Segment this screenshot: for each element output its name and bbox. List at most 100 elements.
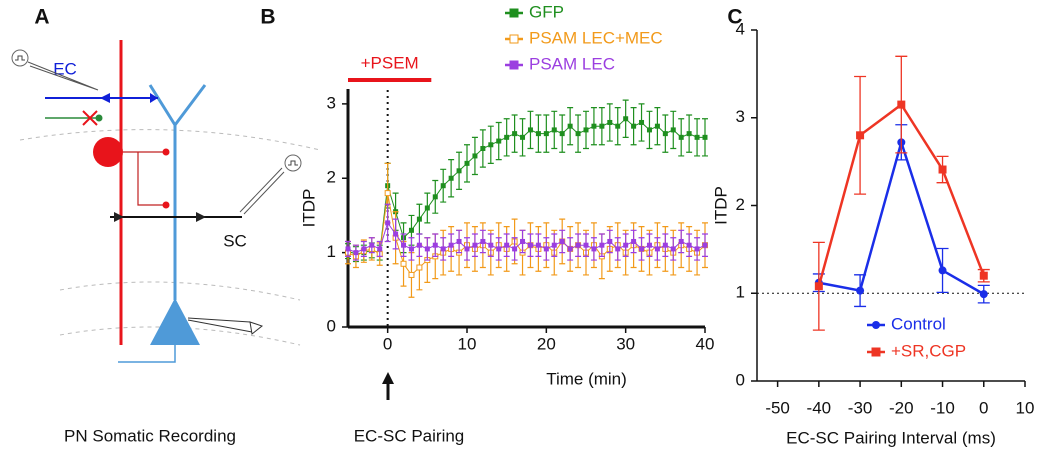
- panel-label: A: [34, 6, 49, 29]
- panel-label: C: [727, 6, 742, 29]
- pairing-arrow: [382, 372, 394, 384]
- point: [607, 119, 613, 125]
- ec-label: EC: [53, 59, 77, 78]
- point: [535, 242, 541, 248]
- sc-arrow: [196, 212, 206, 222]
- point: [678, 134, 684, 140]
- point: [464, 246, 470, 252]
- x-tick-label: 0: [979, 398, 988, 417]
- point: [520, 134, 526, 140]
- point: [527, 127, 533, 133]
- point: [496, 138, 502, 144]
- recording-electrode: [249, 321, 264, 335]
- point: [393, 231, 399, 237]
- x-tick-label: 10: [1016, 398, 1035, 417]
- point: [512, 246, 518, 252]
- block-mark: [82, 110, 98, 126]
- mec-synapse: [95, 114, 103, 122]
- point: [670, 246, 676, 252]
- point: [631, 123, 637, 129]
- point: [575, 131, 581, 137]
- y-axis-label: ITDP: [711, 186, 730, 225]
- point: [670, 127, 676, 133]
- panel-label: B: [260, 6, 275, 29]
- synapse: [162, 148, 170, 156]
- point: [639, 246, 645, 252]
- y-tick-label: 3: [327, 93, 336, 112]
- point: [938, 266, 947, 275]
- point: [432, 194, 438, 200]
- point: [448, 175, 454, 181]
- point: [464, 160, 470, 166]
- point: [583, 127, 589, 133]
- point: [639, 119, 645, 125]
- point: [567, 246, 573, 252]
- point: [567, 123, 573, 129]
- point: [400, 260, 407, 267]
- point: [488, 242, 494, 248]
- legend-marker: [872, 321, 880, 329]
- y-tick-label: 0: [736, 370, 745, 389]
- point: [979, 271, 988, 280]
- sc-label: SC: [223, 231, 247, 250]
- stimulator: [284, 154, 302, 172]
- point: [591, 246, 597, 252]
- electrode: [239, 167, 285, 215]
- point: [559, 238, 565, 244]
- point: [678, 238, 684, 244]
- point: [938, 165, 947, 174]
- point: [686, 131, 692, 137]
- point: [385, 220, 391, 226]
- y-tick-label: 1: [327, 242, 336, 261]
- point: [416, 242, 422, 248]
- layer-boundary: [59, 281, 301, 301]
- point: [694, 134, 700, 140]
- point: [686, 242, 692, 248]
- treatment-label: +PSEM: [361, 53, 419, 72]
- x-axis-label: EC-SC Pairing Interval (ms): [786, 428, 996, 447]
- point: [504, 134, 510, 140]
- point: [480, 146, 486, 151]
- point: [353, 250, 359, 256]
- legend-label: +SR,CGP: [891, 341, 966, 360]
- legend-label: Control: [891, 314, 946, 333]
- point: [440, 246, 446, 252]
- y-tick-label: 0: [327, 316, 336, 335]
- point: [424, 205, 430, 211]
- point: [654, 246, 660, 252]
- point: [599, 123, 605, 129]
- point: [408, 271, 415, 278]
- point: [408, 246, 414, 252]
- pyramidal-neuron: [148, 84, 207, 300]
- point: [496, 246, 502, 252]
- series-line: [347, 221, 706, 254]
- point: [369, 242, 375, 248]
- point: [401, 242, 407, 248]
- series-line: [347, 193, 706, 276]
- legend-label: GFP: [529, 2, 564, 21]
- point: [607, 238, 613, 244]
- series-line: [818, 137, 985, 296]
- point: [543, 246, 549, 252]
- point: [979, 290, 988, 299]
- y-tick-label: 1: [736, 283, 745, 302]
- point: [615, 246, 621, 252]
- synapse: [137, 152, 164, 206]
- recording-electrode: [187, 317, 253, 333]
- point: [448, 242, 454, 248]
- point: [384, 190, 391, 197]
- x-tick-label: -20: [889, 398, 914, 417]
- point: [897, 100, 906, 109]
- point: [662, 131, 668, 137]
- point: [472, 242, 478, 248]
- point: [702, 242, 708, 248]
- point: [654, 123, 660, 129]
- point: [551, 242, 557, 248]
- synapse: [162, 201, 170, 209]
- point: [599, 242, 605, 248]
- point: [559, 131, 565, 137]
- y-axis-label: ITDP: [299, 189, 318, 228]
- point: [416, 264, 423, 271]
- point: [694, 246, 700, 252]
